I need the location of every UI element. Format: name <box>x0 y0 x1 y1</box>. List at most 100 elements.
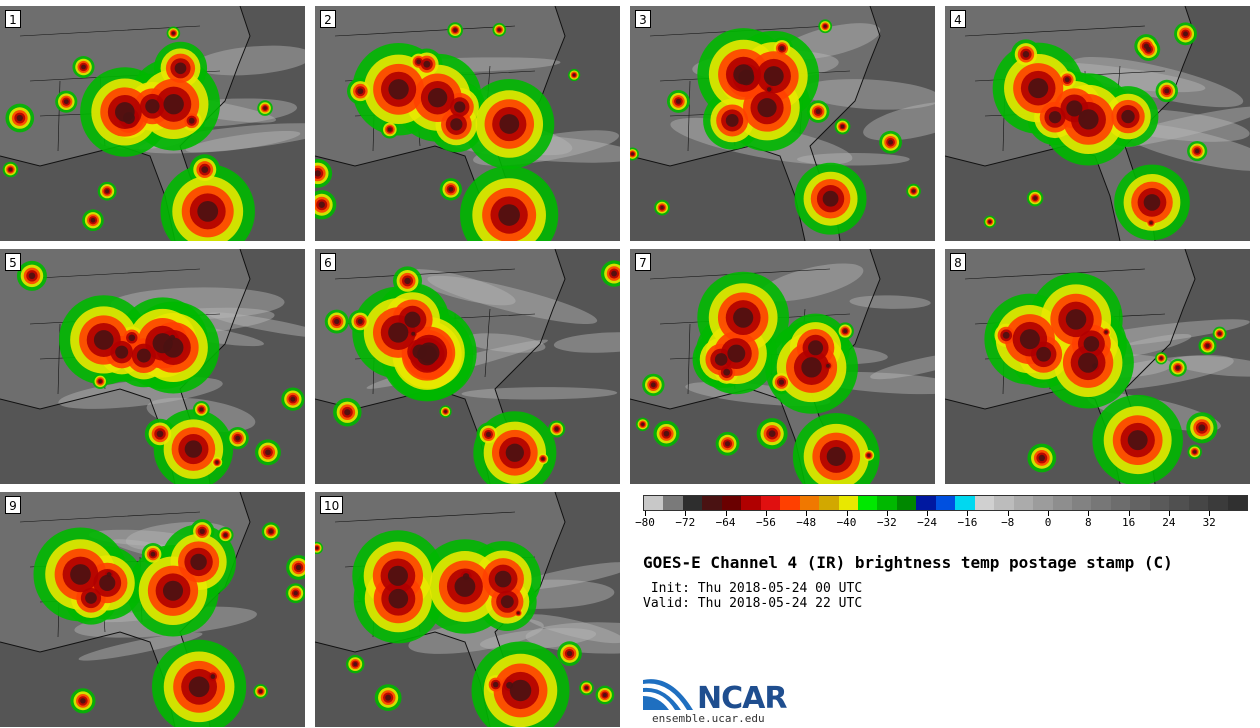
convective-cell <box>404 311 421 328</box>
convective-cell <box>1198 424 1206 432</box>
convective-cell <box>1019 329 1040 350</box>
convective-cell <box>1218 332 1222 336</box>
convective-cell <box>427 88 448 108</box>
convective-cell <box>663 430 670 437</box>
colorbar-segment <box>955 496 975 510</box>
cloud-band <box>1072 56 1244 108</box>
convective-cell <box>1022 51 1030 58</box>
logo-url: ensemble.ucar.edu <box>652 712 765 725</box>
colorbar-segment <box>760 496 781 510</box>
convective-cell <box>1205 343 1210 348</box>
panel-member-6: 6 <box>315 249 620 484</box>
convective-cell <box>641 422 645 426</box>
colorbar-segment <box>935 496 956 510</box>
colorbar-segment <box>780 496 800 510</box>
convective-cell <box>90 217 96 223</box>
colorbar-segment <box>644 496 664 510</box>
convective-cell <box>201 166 209 173</box>
colorbar-tick-label: −72 <box>675 516 696 529</box>
convective-cell <box>453 28 457 32</box>
convective-cell <box>462 573 470 580</box>
convective-cell <box>184 440 203 458</box>
cloud-band <box>78 632 203 661</box>
convective-cell <box>263 106 267 110</box>
colorbar <box>643 495 1248 511</box>
convective-cell <box>105 189 110 194</box>
colorbar-tick-label: −64 <box>715 516 736 529</box>
convective-cell <box>1048 111 1062 124</box>
convective-cell <box>416 59 422 65</box>
convective-cell <box>174 62 187 75</box>
colorbar-tick <box>1007 511 1009 516</box>
convective-cell <box>199 407 204 412</box>
page-title: GOES-E Channel 4 (IR) brightness temp po… <box>643 553 1173 572</box>
colorbar-tick-label: 32 <box>1202 516 1216 529</box>
convective-cell <box>843 329 848 334</box>
convective-cell <box>357 318 363 325</box>
colorbar-tick <box>1128 511 1130 516</box>
colorbar-segment <box>1110 496 1131 510</box>
map-member-4 <box>945 6 1250 241</box>
convective-cell <box>115 345 129 359</box>
convective-cell <box>826 363 830 368</box>
colorbar-tick-label: 16 <box>1121 516 1136 529</box>
panel-member-2: 2 <box>315 6 620 241</box>
member-label: 6 <box>320 253 336 271</box>
panel-member-3: 3 <box>630 6 935 241</box>
convective-cell <box>128 334 136 342</box>
convective-cell <box>444 410 447 413</box>
map-member-2 <box>315 6 620 241</box>
convective-cell <box>485 431 492 438</box>
convective-cell <box>1127 430 1148 451</box>
map-member-8 <box>945 249 1250 484</box>
colorbar-tick <box>927 511 929 516</box>
convective-cell <box>1149 221 1153 225</box>
convective-cell <box>423 60 431 68</box>
colorbar-segment <box>838 496 858 510</box>
convective-cell <box>516 611 520 615</box>
panel-member-8: 8 <box>945 249 1250 484</box>
colorbar-tick-label: −32 <box>876 516 897 529</box>
colorbar-segment <box>1188 496 1209 510</box>
cloud-band <box>427 275 598 324</box>
convective-cell <box>98 379 102 384</box>
convective-cell <box>494 570 512 588</box>
convective-cell <box>911 189 916 193</box>
colorbar-tick <box>1088 511 1090 516</box>
convective-cell <box>150 551 156 557</box>
convective-cell <box>497 28 501 32</box>
member-label: 7 <box>635 253 651 271</box>
convective-cell <box>826 446 846 466</box>
convective-cell <box>1066 100 1083 117</box>
convective-cell <box>156 430 164 438</box>
convective-cell <box>85 592 97 604</box>
colorbar-segment <box>916 496 936 510</box>
convective-cell <box>1164 88 1170 94</box>
convective-cell <box>152 333 173 354</box>
convective-cell <box>572 73 576 77</box>
convective-cell <box>1002 331 1010 339</box>
cloud-band <box>405 269 516 306</box>
convective-cell <box>388 79 409 100</box>
convective-cell <box>499 114 520 134</box>
convective-cell <box>315 546 319 550</box>
panel-member-10: 10 <box>315 492 620 727</box>
colorbar-segment <box>1169 496 1189 510</box>
colorbar-tick <box>806 511 808 516</box>
convective-cell <box>757 98 777 118</box>
logo-text: NCAR <box>697 681 787 716</box>
map-member-9 <box>0 492 305 727</box>
convective-cell <box>988 220 992 224</box>
convective-cell <box>1104 330 1108 334</box>
colorbar-segment <box>721 496 742 510</box>
convective-cell <box>70 564 91 585</box>
cloud-band <box>193 45 305 76</box>
convective-cell <box>318 201 325 208</box>
convective-cell <box>199 528 205 534</box>
convective-cell <box>418 342 440 364</box>
convective-cell <box>867 453 871 457</box>
colorbar-tick <box>886 511 888 516</box>
convective-cell <box>235 435 241 441</box>
colorbar-ticks: −80 −72 −64 −56 −48 −40 −32 −24 −16 −8 0 8 16 24 32 <box>635 511 1248 535</box>
convective-cell <box>106 572 112 578</box>
